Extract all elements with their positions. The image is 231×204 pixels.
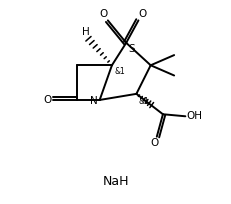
Text: O: O	[150, 138, 158, 148]
Text: S: S	[128, 43, 135, 54]
Text: O: O	[43, 95, 51, 105]
Text: NaH: NaH	[102, 175, 129, 188]
Text: OH: OH	[185, 111, 201, 121]
Text: O: O	[99, 9, 107, 19]
Text: &1: &1	[138, 97, 148, 106]
Text: N: N	[90, 96, 97, 106]
Text: &1: &1	[114, 67, 125, 76]
Text: O: O	[138, 9, 146, 19]
Text: H: H	[81, 27, 89, 37]
